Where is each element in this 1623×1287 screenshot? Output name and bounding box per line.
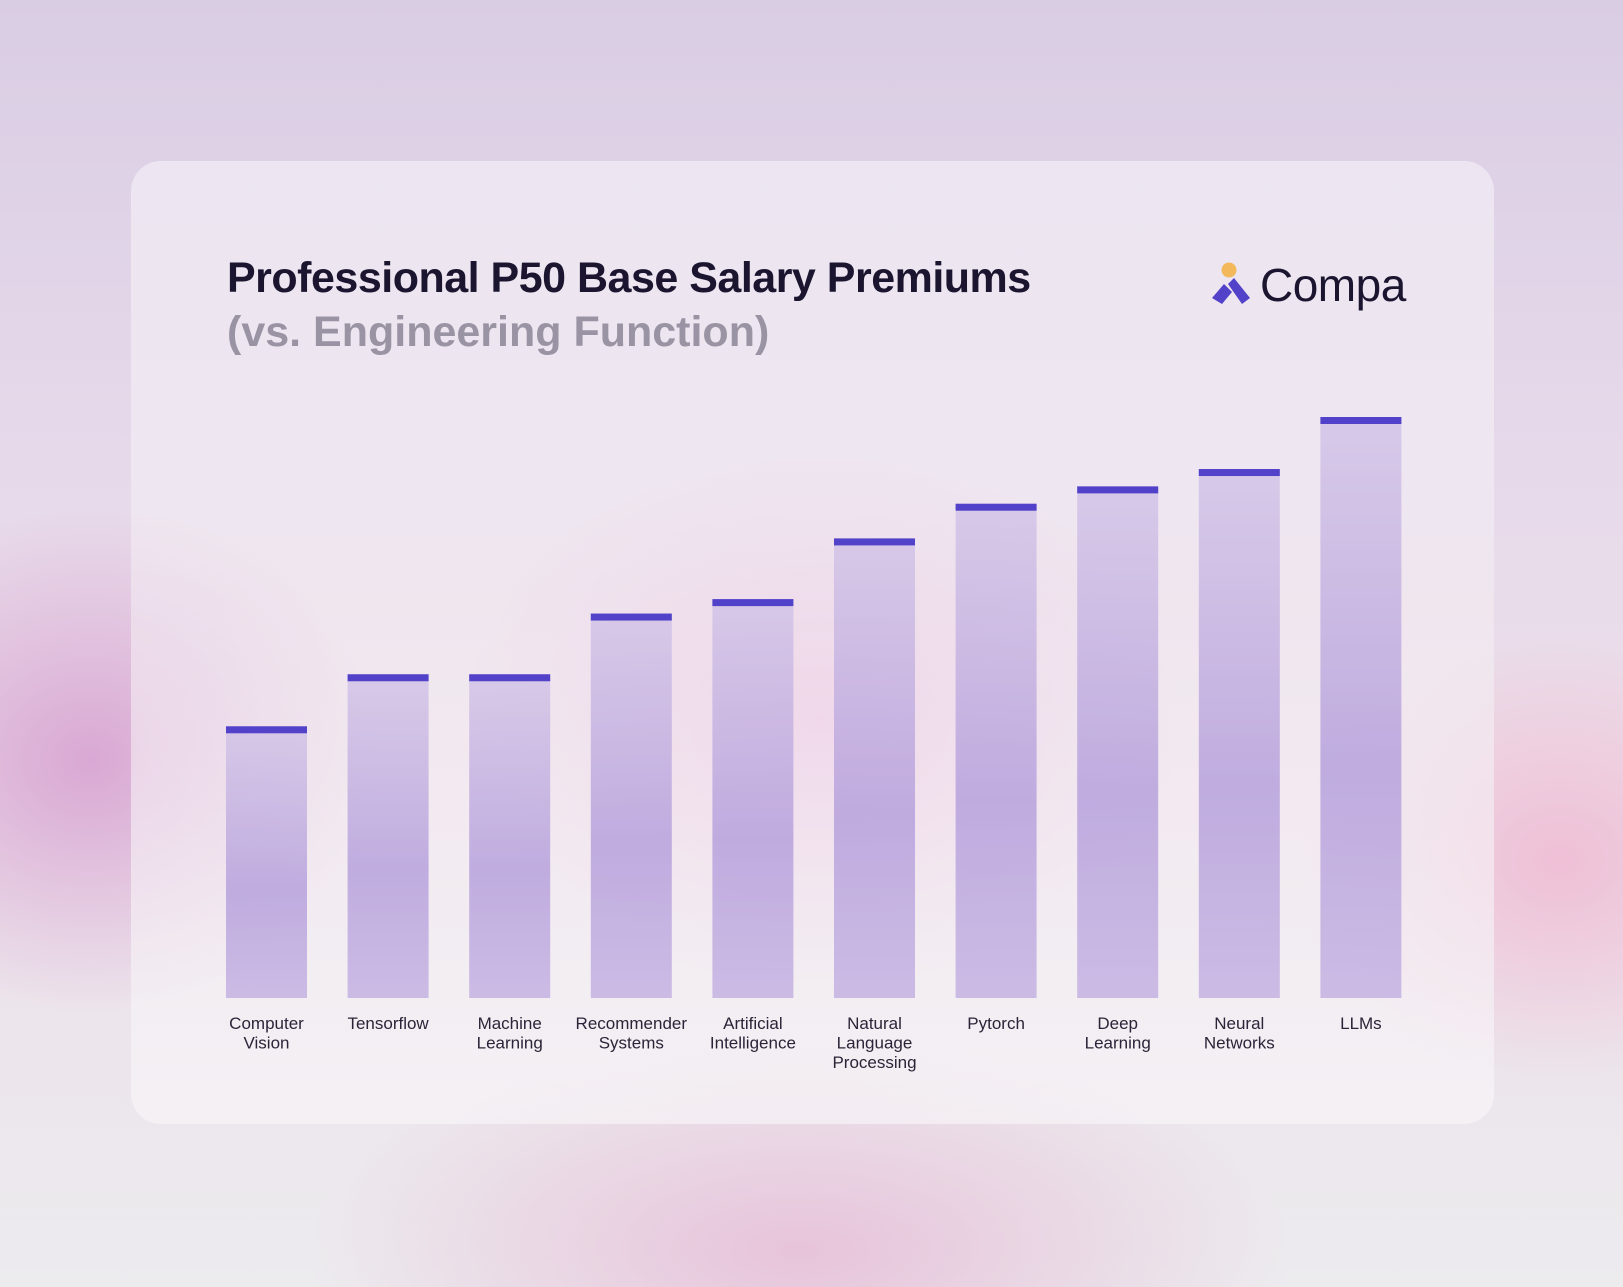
compa-logo-icon [1212, 262, 1250, 304]
category-label-4: Artificial Intelligence [710, 1014, 796, 1053]
bar-cap-4 [712, 599, 794, 607]
bar-cap-1 [347, 674, 429, 682]
bar-cap-7 [1077, 486, 1159, 494]
bar-cap-5 [834, 538, 915, 546]
bar-7 [1077, 486, 1159, 998]
bar-8 [1198, 469, 1280, 998]
category-label-1: Tensorflow [347, 1014, 429, 1033]
chart-title: Professional P50 Base Salary Premiums [227, 254, 1031, 302]
category-label-3: Recommender Systems [576, 1014, 688, 1053]
bar-cap-6 [955, 503, 1037, 511]
category-label-0: Computer Vision [229, 1014, 304, 1053]
chart-subtitle: (vs. Engineering Function) [227, 308, 770, 356]
bar-3 [590, 613, 672, 998]
category-label-7: Deep Learning [1085, 1014, 1151, 1053]
bar-9 [1320, 417, 1402, 998]
bar-5 [834, 538, 915, 998]
bar-cap-0 [226, 726, 307, 734]
bar-2 [469, 674, 551, 998]
category-label-9: LLMs [1340, 1014, 1382, 1033]
bar-0 [226, 726, 307, 998]
compa-logo-text: Compa [1260, 259, 1406, 311]
bar-cap-3 [590, 613, 672, 621]
bar-6 [955, 503, 1037, 998]
category-label-6: Pytorch [967, 1014, 1025, 1033]
bar-cap-2 [469, 674, 551, 682]
bar-cap-9 [1320, 417, 1402, 424]
bar-4 [712, 599, 794, 998]
category-label-5: Natural Language Processing [832, 1014, 916, 1072]
bar-1 [347, 674, 429, 998]
category-label-2: Machine Learning [477, 1014, 543, 1053]
bar-cap-8 [1198, 469, 1280, 477]
compa-logo: Compa [1210, 258, 1410, 311]
category-label-8: Neural Networks [1204, 1014, 1275, 1053]
